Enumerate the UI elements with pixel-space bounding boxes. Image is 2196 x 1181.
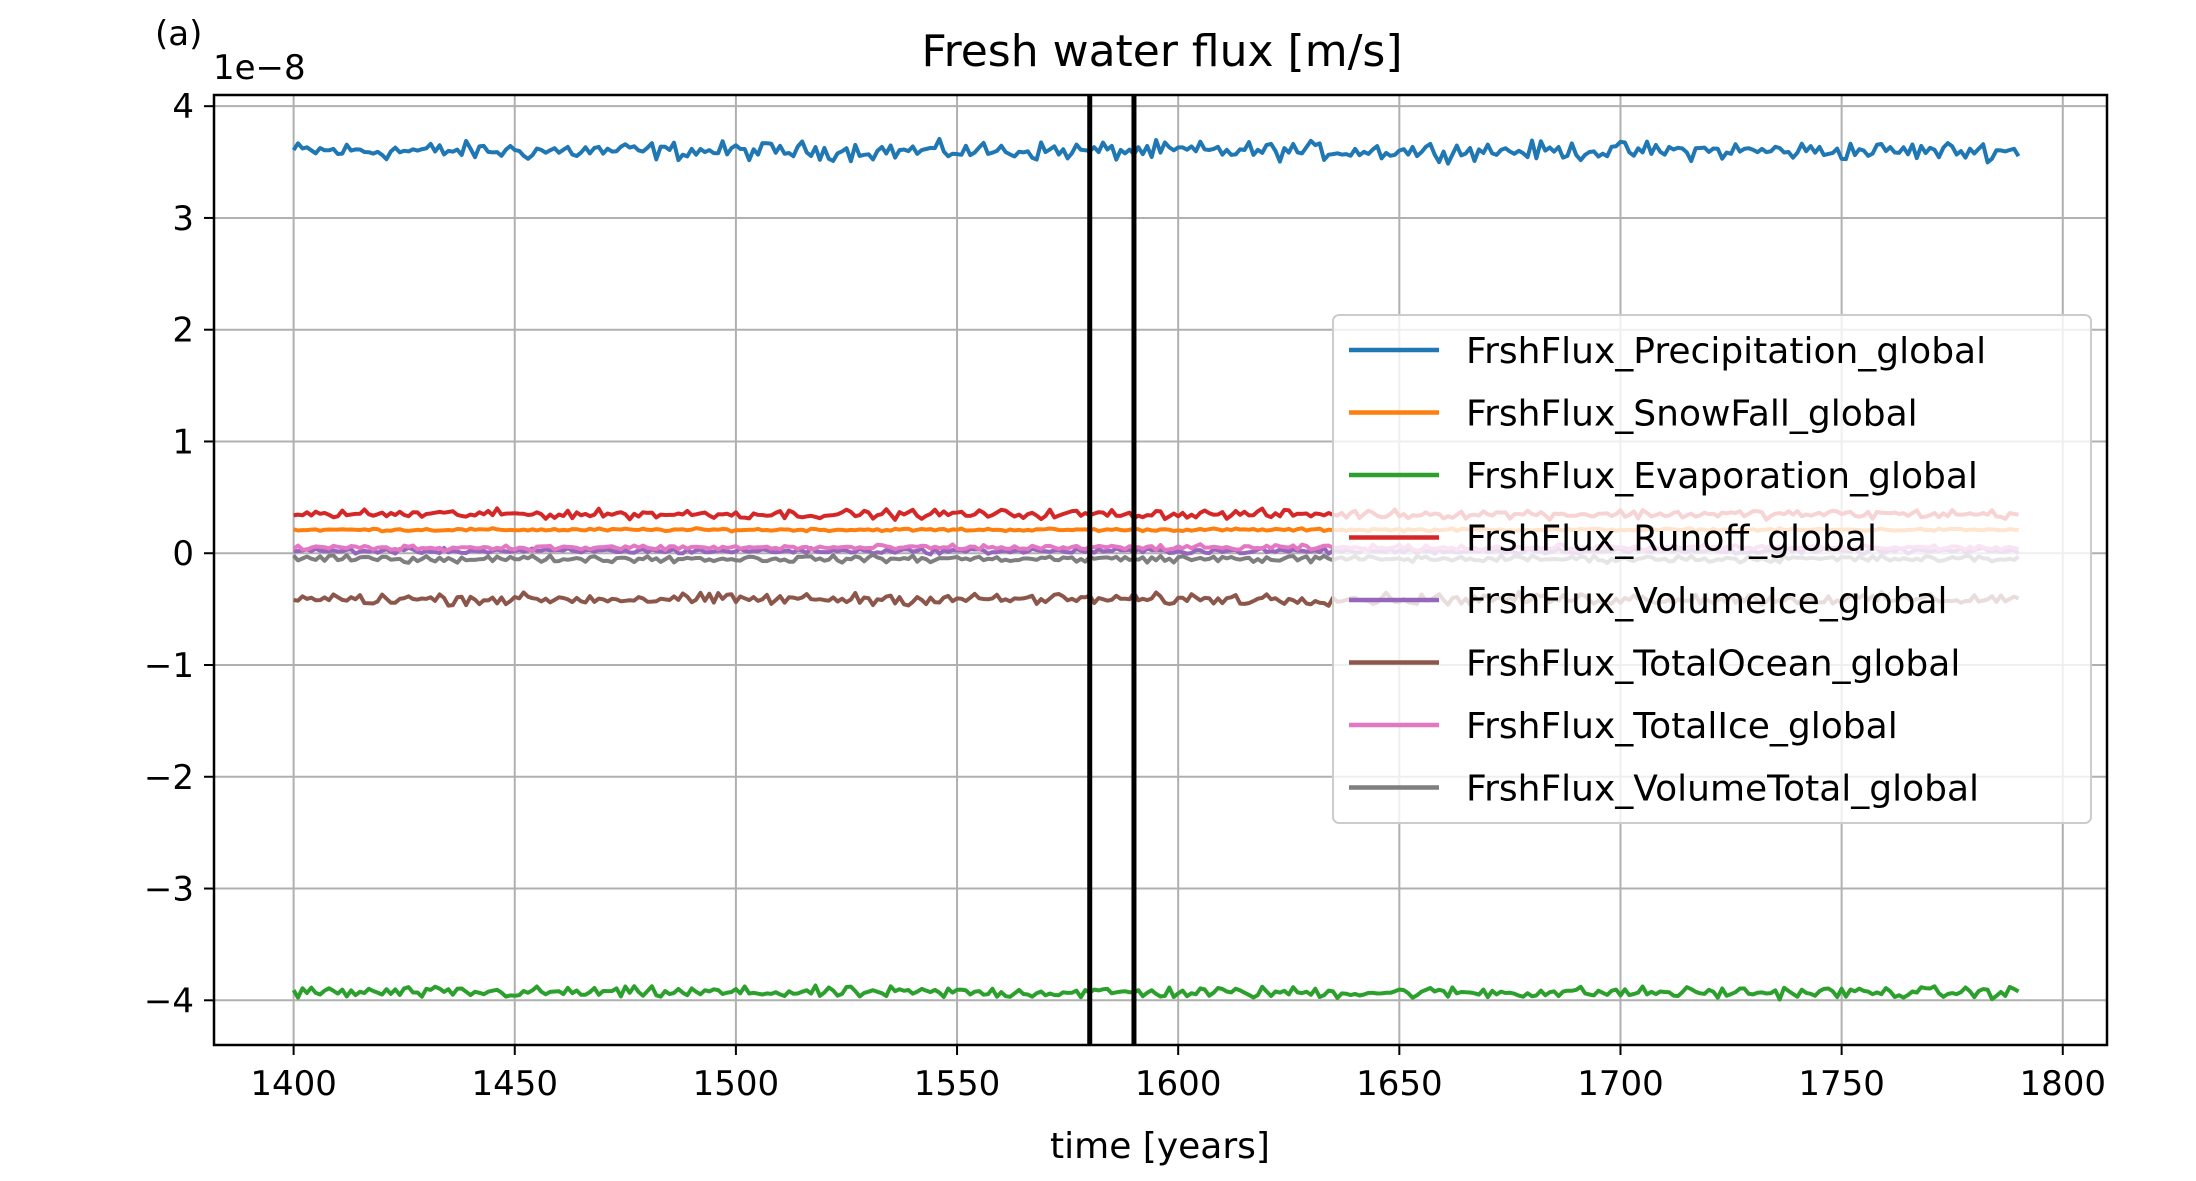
axis-ticks: 1400 1450 1500 1550 1600 1650 1700 1750 1800 −4 −3…	[144, 87, 2106, 1104]
x-tick-label: 1500	[693, 1064, 780, 1104]
legend: FrshFlux_Precipitation_global FrshFlux_Sn…	[1332, 314, 2092, 824]
legend-box	[1332, 314, 2092, 824]
y-tick-label: 0	[172, 534, 194, 574]
legend-entry: FrshFlux_VolumeTotal_global	[1466, 769, 1979, 810]
x-tick-label: 1750	[1798, 1064, 1885, 1104]
legend-entry: FrshFlux_SnowFall_global	[1466, 394, 1918, 435]
y-tick-label: 3	[172, 199, 194, 239]
panel-label: (a)	[155, 14, 202, 54]
x-tick-label: 1450	[471, 1064, 558, 1104]
series-line-3	[291, 983, 2020, 1002]
x-tick-label: 1800	[2020, 1064, 2107, 1104]
x-axis-label: time [years]	[1050, 1126, 1270, 1167]
legend-entry: FrshFlux_Evaporation_global	[1466, 456, 1978, 497]
y-tick-label: 2	[172, 311, 194, 351]
y-tick-label: −2	[144, 758, 194, 798]
legend-entry: FrshFlux_Runoff_global	[1466, 519, 1877, 560]
x-tick-label: 1600	[1135, 1064, 1222, 1104]
x-tick-label: 1550	[914, 1064, 1001, 1104]
chart-title: Fresh water flux [m/s]	[921, 26, 1402, 77]
series-line-1	[291, 136, 2021, 166]
legend-entry: FrshFlux_TotalOcean_global	[1466, 644, 1960, 685]
y-tick-label: 4	[172, 87, 194, 127]
y-scale-label: 1e−8	[213, 48, 306, 88]
x-tick-label: 1400	[250, 1064, 337, 1104]
y-tick-label: −4	[144, 981, 194, 1021]
x-tick-label: 1700	[1577, 1064, 1664, 1104]
vertical-markers	[1087, 95, 1137, 1045]
x-tick-label: 1650	[1356, 1064, 1443, 1104]
legend-entry: FrshFlux_Precipitation_global	[1466, 331, 1986, 372]
y-tick-label: −1	[144, 646, 194, 686]
plot-frame	[212, 93, 2109, 1047]
legend-entry: FrshFlux_VolumeIce_global	[1466, 581, 1948, 622]
y-tick-label: −3	[144, 870, 194, 910]
legend-entry: FrshFlux_TotalIce_global	[1466, 706, 1898, 747]
y-tick-label: 1	[172, 422, 194, 462]
